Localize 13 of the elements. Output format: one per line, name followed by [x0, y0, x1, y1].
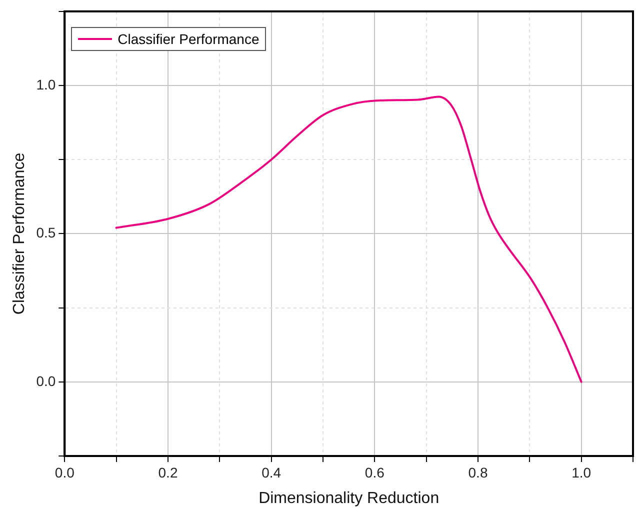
x-tick-label: 0.4 — [262, 464, 282, 480]
y-tick-label: 0.5 — [36, 224, 56, 241]
y-axis-title: Classifier Performance — [11, 152, 28, 315]
y-tick-label: 0.0 — [36, 372, 56, 389]
x-tick-label: 1.0 — [572, 464, 592, 480]
legend-label: Classifier Performance — [118, 31, 260, 48]
x-tick-label: 0.2 — [158, 464, 178, 480]
line-series — [115, 96, 582, 383]
y-tick-label: 1.0 — [36, 76, 56, 92]
x-tick-label: 0.0 — [54, 464, 75, 480]
x-tick-label: 0.6 — [364, 464, 385, 480]
x-axis-title: Dimensionality Reduction — [258, 490, 440, 507]
x-tick-label: 0.8 — [468, 464, 488, 480]
